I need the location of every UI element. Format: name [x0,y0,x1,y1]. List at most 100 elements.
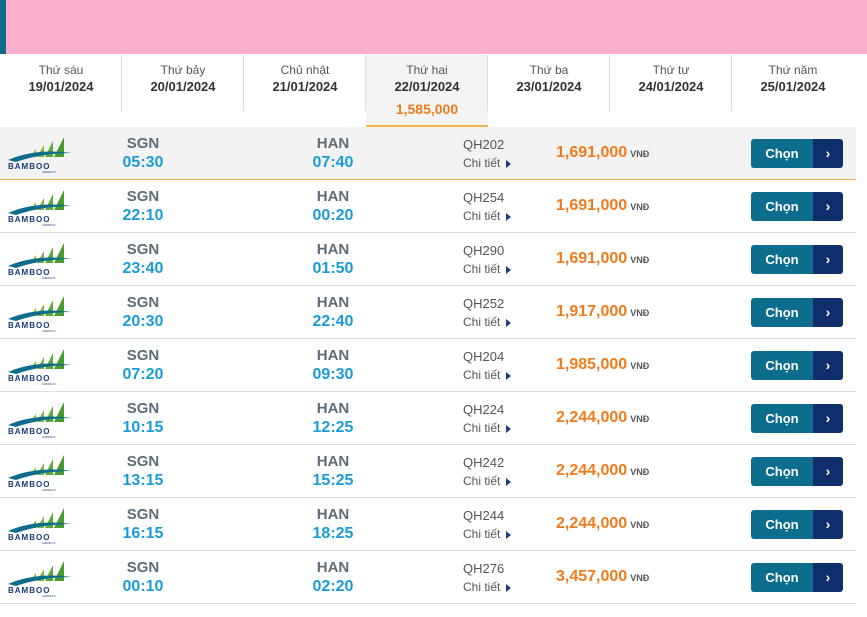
arrival-time: 18:25 [312,525,354,542]
currency-label: VNĐ [630,255,650,265]
flight-row: BAMBOO AIRWAYS SGN 23:40 HAN 01:50 QH290… [0,233,856,286]
departure-time: 16:15 [122,525,164,542]
arrival-info: HAN 02:20 [290,559,376,597]
date-tab-weekday: Thứ bảy [160,63,206,77]
bamboo-airways-logo-icon: BAMBOO AIRWAYS [8,455,72,491]
flight-row: BAMBOO AIRWAYS SGN 00:10 HAN 02:20 QH276… [0,551,856,604]
select-flight-button[interactable]: Chọn › [751,510,843,539]
date-tab-weekday: Thứ hai [406,63,448,77]
date-tab-1[interactable]: Thứ bảy 20/01/2024 [122,55,244,127]
departure-time: 05:30 [122,154,164,171]
svg-text:AIRWAYS: AIRWAYS [42,329,55,332]
caret-right-icon [506,371,512,380]
date-tab-4[interactable]: Thứ ba 23/01/2024 [488,55,610,127]
chevron-right-icon: › [813,192,843,221]
arrival-time: 01:50 [312,260,354,277]
fare-amount: 2,244,000 [556,409,628,426]
arrival-time: 15:25 [312,472,354,489]
flight-row: BAMBOO AIRWAYS SGN 05:30 HAN 07:40 QH202… [0,127,856,180]
departure-time: 13:15 [122,472,164,489]
arrival-time: 07:40 [312,154,354,171]
flight-details-link[interactable]: Chi tiết [463,579,512,595]
date-tab-date: 21/01/2024 [272,79,338,94]
arrival-info: HAN 07:40 [290,135,376,173]
flight-details-link[interactable]: Chi tiết [463,367,512,383]
date-tab-0[interactable]: Thứ sáu 19/01/2024 [0,55,122,127]
flight-details-link[interactable]: Chi tiết [463,208,512,224]
caret-right-icon [506,159,512,168]
arrival-info: HAN 09:30 [290,347,376,385]
select-flight-button[interactable]: Chọn › [751,245,843,274]
destination-code: HAN [316,135,350,152]
select-flight-button[interactable]: Chọn › [751,404,843,433]
arrival-info: HAN 18:25 [290,506,376,544]
date-tab-5[interactable]: Thứ tư 24/01/2024 [610,55,732,127]
origin-code: SGN [126,135,160,152]
fare-price: 3,457,000 VNĐ [556,568,649,586]
currency-label: VNĐ [630,467,650,477]
flight-details-link[interactable]: Chi tiết [463,526,512,542]
date-tab-6[interactable]: Thứ năm 25/01/2024 [732,55,854,127]
caret-right-icon [506,424,512,433]
select-flight-button[interactable]: Chọn › [751,563,843,592]
date-tab-weekday: Thứ năm [768,63,818,77]
flight-details-link[interactable]: Chi tiết [463,261,512,277]
currency-label: VNĐ [630,202,650,212]
chevron-right-icon: › [813,245,843,274]
date-tab-2[interactable]: Chủ nhật 21/01/2024 [244,55,366,127]
arrival-time: 12:25 [312,419,354,436]
svg-text:AIRWAYS: AIRWAYS [42,170,55,173]
currency-label: VNĐ [630,149,650,159]
caret-right-icon [506,265,512,274]
flight-details-label: Chi tiết [463,315,501,329]
departure-time: 00:10 [122,578,164,595]
svg-text:AIRWAYS: AIRWAYS [42,223,55,226]
select-flight-button[interactable]: Chọn › [751,139,843,168]
svg-text:AIRWAYS: AIRWAYS [42,541,55,544]
fare-price: 2,244,000 VNĐ [556,462,649,480]
departure-time: 07:20 [122,366,164,383]
svg-text:BAMBOO: BAMBOO [8,533,50,542]
bamboo-airways-logo-icon: BAMBOO AIRWAYS [8,508,72,544]
select-flight-button[interactable]: Chọn › [751,192,843,221]
banner-edge [0,0,6,54]
origin-code: SGN [126,506,160,523]
select-button-label: Chọn [751,351,813,380]
svg-text:BAMBOO: BAMBOO [8,586,50,595]
fare-amount: 1,985,000 [556,356,628,373]
caret-right-icon [506,212,512,221]
flight-details-link[interactable]: Chi tiết [463,473,512,489]
destination-code: HAN [316,347,350,364]
flight-details-link[interactable]: Chi tiết [463,314,512,330]
bamboo-airways-logo-icon: BAMBOO AIRWAYS [8,296,72,332]
select-button-label: Chọn [751,404,813,433]
select-flight-button[interactable]: Chọn › [751,298,843,327]
date-tab-lowest-price: 1,585,000 [395,101,459,117]
flight-details-link[interactable]: Chi tiết [463,155,512,171]
svg-text:BAMBOO: BAMBOO [8,321,50,330]
select-flight-button[interactable]: Chọn › [751,457,843,486]
arrival-info: HAN 15:25 [290,453,376,491]
departure-info: SGN 00:10 [100,559,186,597]
svg-text:BAMBOO: BAMBOO [8,374,50,383]
fare-amount: 1,917,000 [556,303,628,320]
currency-label: VNĐ [630,573,650,583]
date-tab-divider [243,55,244,111]
date-tab-date: 24/01/2024 [638,79,704,94]
select-flight-button[interactable]: Chọn › [751,351,843,380]
chevron-right-icon: › [813,139,843,168]
flight-details-label: Chi tiết [463,474,501,488]
date-tab-divider [731,55,732,111]
flight-details-label: Chi tiết [463,527,501,541]
flight-details-link[interactable]: Chi tiết [463,420,512,436]
flight-number: QH202 [463,137,505,152]
fare-price: 1,691,000 VNĐ [556,144,649,162]
origin-code: SGN [126,294,160,311]
date-tab-3[interactable]: Thứ hai 22/01/2024 1,585,000 [366,55,488,127]
fare-price: 2,244,000 VNĐ [556,515,649,533]
flight-number: QH252 [463,296,505,311]
flight-details-label: Chi tiết [463,156,501,170]
flight-row: BAMBOO AIRWAYS SGN 22:10 HAN 00:20 QH254… [0,180,856,233]
caret-right-icon [506,583,512,592]
arrival-time: 22:40 [312,313,354,330]
